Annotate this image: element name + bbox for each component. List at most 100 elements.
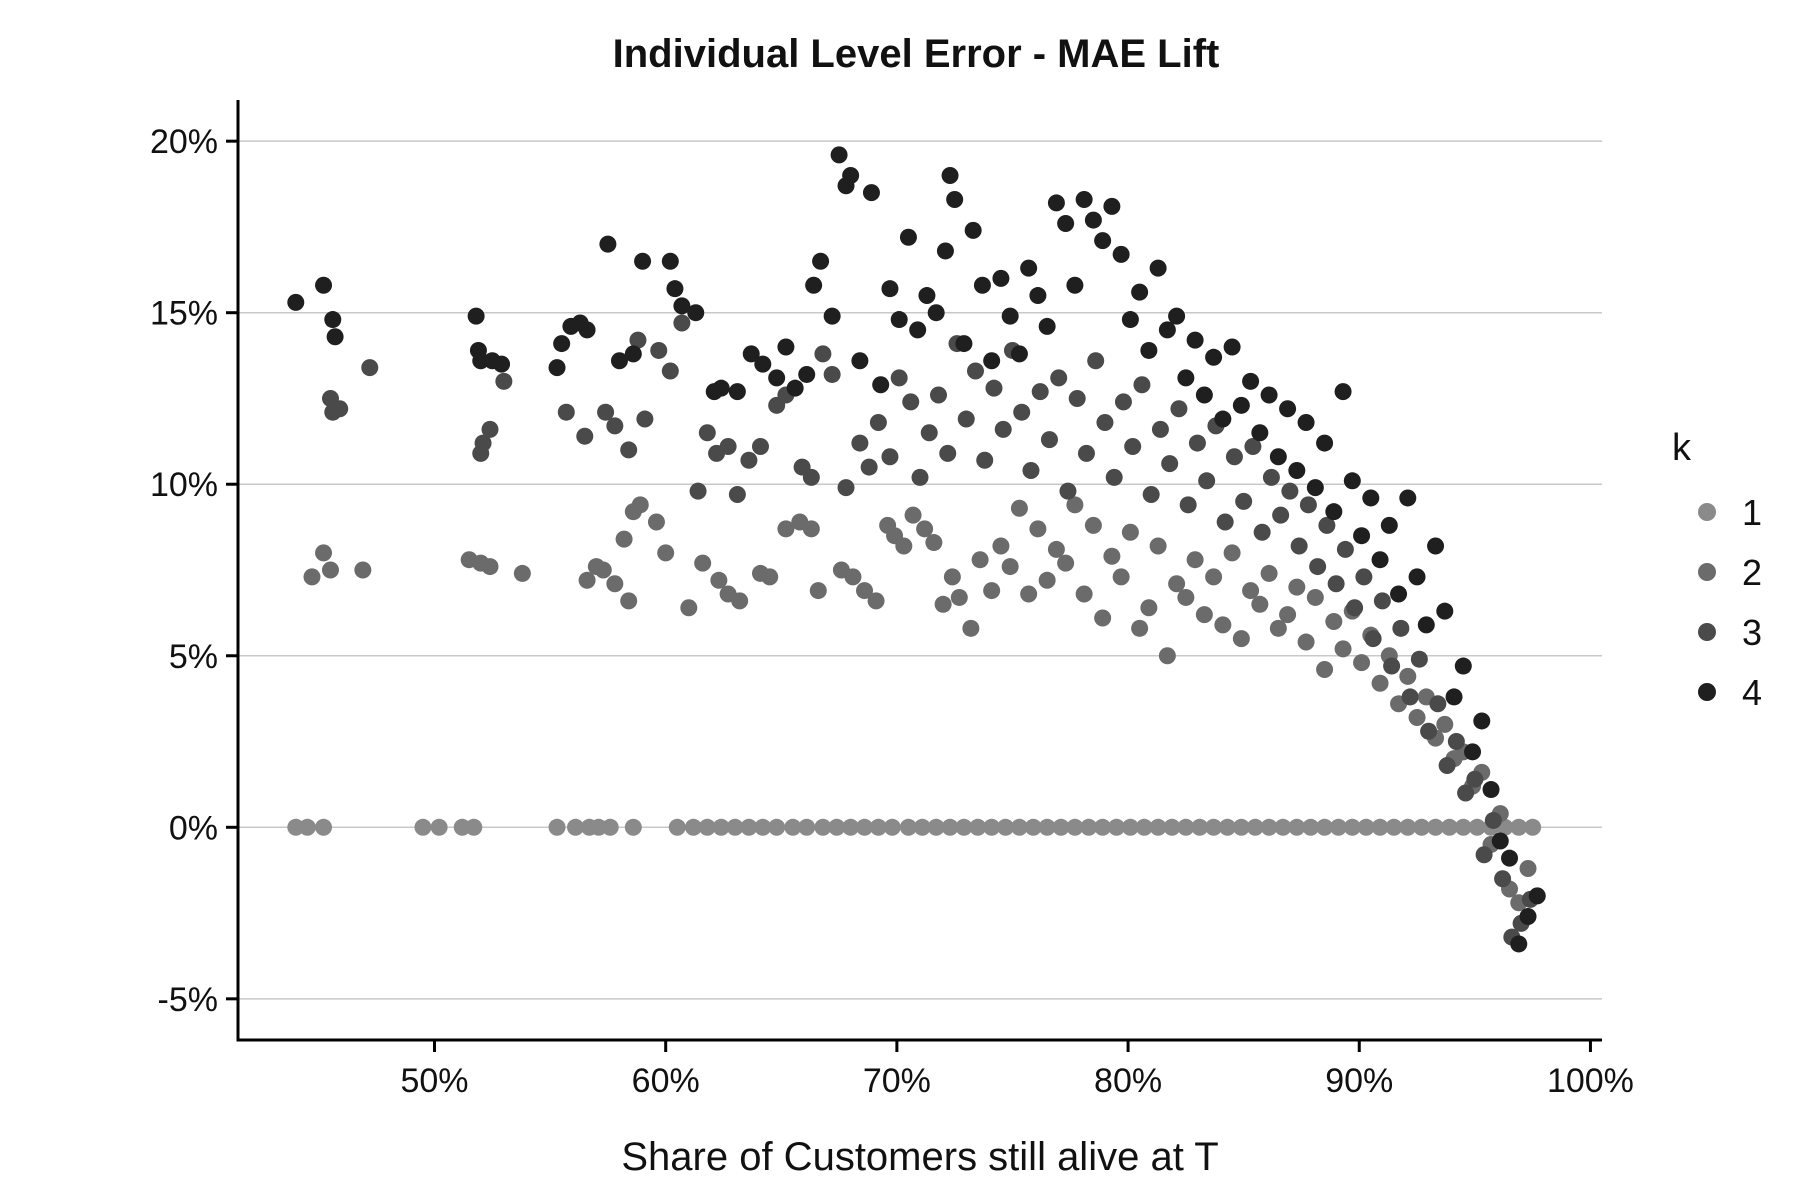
data-point	[837, 479, 855, 497]
data-point	[842, 166, 860, 184]
data-point	[1408, 709, 1426, 727]
data-point	[1260, 818, 1278, 836]
data-point	[1232, 630, 1250, 648]
data-point	[684, 818, 702, 836]
data-point	[1262, 468, 1280, 486]
legend-label: 4	[1742, 672, 1762, 713]
data-point	[1232, 396, 1250, 414]
data-point	[1272, 506, 1290, 524]
data-point	[934, 595, 952, 613]
data-point	[354, 561, 372, 579]
data-point	[1468, 818, 1486, 836]
data-point	[1094, 232, 1112, 250]
data-point	[326, 328, 344, 346]
data-point	[1251, 424, 1269, 442]
data-point	[1013, 403, 1031, 421]
data-point	[1052, 818, 1070, 836]
data-point	[331, 400, 349, 418]
data-point	[869, 818, 887, 836]
data-point	[1309, 558, 1327, 576]
x-tick-label: 50%	[400, 1062, 468, 1100]
data-point	[1457, 784, 1475, 802]
data-point	[666, 280, 684, 298]
data-point	[1408, 568, 1426, 586]
data-point	[1205, 818, 1223, 836]
data-point	[916, 520, 934, 538]
data-point	[1329, 818, 1347, 836]
data-point	[1216, 513, 1234, 531]
data-point	[576, 427, 594, 445]
data-point	[1135, 818, 1153, 836]
data-point	[911, 468, 929, 486]
data-point	[567, 818, 585, 836]
x-axis-ticks: 50% 60% 70% 80% 90% 100%	[400, 1040, 1634, 1100]
data-point	[1528, 887, 1546, 905]
data-point	[1390, 585, 1408, 603]
data-point	[1464, 743, 1482, 761]
data-point	[1327, 575, 1345, 593]
data-point	[1447, 733, 1465, 751]
data-point	[1084, 516, 1102, 534]
data-point	[657, 544, 675, 562]
data-point	[1096, 413, 1114, 431]
data-point	[1038, 571, 1056, 589]
data-point	[927, 304, 945, 322]
data-point	[1438, 757, 1456, 775]
data-point	[1297, 633, 1315, 651]
data-point	[890, 369, 908, 387]
data-point	[955, 335, 973, 353]
scatter-points	[287, 146, 1546, 953]
data-point	[1094, 818, 1112, 836]
data-point	[740, 451, 758, 469]
data-point	[1103, 197, 1121, 215]
data-point	[1306, 588, 1324, 606]
data-point	[1198, 472, 1216, 490]
data-point	[966, 362, 984, 380]
data-point	[1225, 448, 1243, 466]
data-point	[895, 537, 913, 555]
data-point	[324, 311, 342, 329]
data-point	[1010, 818, 1028, 836]
data-point	[1050, 369, 1068, 387]
data-point	[1371, 551, 1389, 569]
data-point	[1124, 437, 1142, 455]
data-point	[1524, 818, 1542, 836]
data-point	[920, 424, 938, 442]
data-point	[992, 269, 1010, 287]
data-point	[1242, 582, 1260, 600]
data-point	[578, 571, 596, 589]
data-point	[661, 252, 679, 270]
data-point	[1427, 818, 1445, 836]
data-point	[1031, 383, 1049, 401]
data-point	[899, 228, 917, 246]
data-point	[361, 359, 379, 377]
data-point	[668, 818, 686, 836]
data-point	[1195, 606, 1213, 624]
series-k3	[321, 314, 1539, 946]
data-point	[650, 341, 668, 359]
data-point	[1302, 818, 1320, 836]
data-point	[1325, 612, 1343, 630]
data-point	[983, 582, 1001, 600]
data-point	[1427, 537, 1445, 555]
data-point	[1057, 215, 1075, 233]
data-point	[1274, 818, 1292, 836]
data-point	[881, 280, 899, 298]
data-point	[1010, 499, 1028, 517]
data-point	[481, 558, 499, 576]
data-point	[1195, 386, 1213, 404]
data-point	[1066, 276, 1084, 294]
data-point	[1269, 448, 1287, 466]
data-point	[1087, 352, 1105, 370]
data-point	[1112, 568, 1130, 586]
data-point	[955, 818, 973, 836]
data-point	[909, 321, 927, 339]
data-point	[1357, 818, 1375, 836]
data-point	[985, 379, 1003, 397]
data-point	[784, 818, 802, 836]
data-point	[1191, 818, 1209, 836]
data-point	[1133, 376, 1151, 394]
data-point	[869, 413, 887, 431]
y-tick-label: 5%	[169, 638, 218, 676]
